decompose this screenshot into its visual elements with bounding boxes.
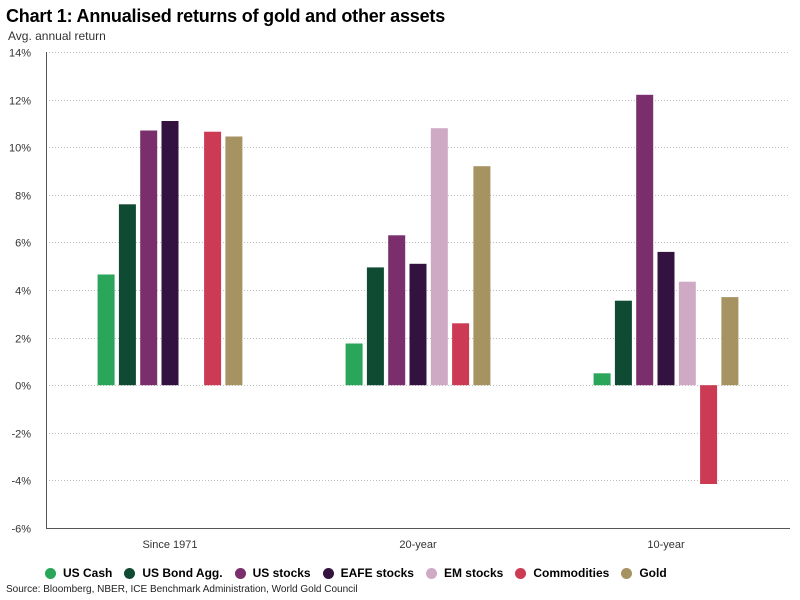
- legend-swatch: [515, 567, 527, 579]
- bar: [118, 204, 136, 386]
- y-tick-label: 14%: [9, 48, 31, 60]
- legend-swatch: [621, 567, 633, 579]
- y-tick-label: 0%: [15, 381, 31, 393]
- bar: [366, 267, 384, 386]
- legend-item: Commodities: [515, 566, 609, 580]
- legend-swatch: [322, 567, 334, 579]
- y-tick-label: -6%: [11, 524, 31, 536]
- legend-item: US stocks: [234, 566, 311, 580]
- x-tick-label: Since 1971: [142, 539, 197, 551]
- bar: [161, 121, 179, 386]
- axes: [46, 52, 790, 529]
- y-tick-label: 6%: [15, 238, 31, 250]
- legend-label: EAFE stocks: [340, 566, 414, 580]
- legend-item: US Cash: [45, 566, 112, 580]
- legend: US Cash US Bond Agg. US stocks EAFE stocks E…: [45, 566, 679, 580]
- y-tick-label: 4%: [15, 286, 31, 298]
- bar: [452, 323, 470, 386]
- y-tick-label: 8%: [15, 191, 31, 203]
- legend-label: US stocks: [252, 566, 311, 580]
- y-tick-label: -2%: [11, 429, 31, 441]
- legend-label: US Cash: [63, 566, 113, 580]
- y-axis-label: Avg. annual return: [8, 29, 106, 43]
- bar: [614, 300, 632, 386]
- bar: [721, 297, 739, 386]
- x-tick-label: 20-year: [399, 539, 437, 551]
- y-tick-label: 2%: [15, 334, 31, 346]
- y-tick-label: 12%: [9, 96, 31, 108]
- legend-label: US Bond Agg.: [142, 566, 223, 580]
- legend-swatch: [234, 567, 246, 579]
- legend-item: Gold: [621, 566, 667, 580]
- legend-label: EM stocks: [443, 566, 504, 580]
- bar: [97, 274, 115, 386]
- y-tick-label: 10%: [9, 143, 31, 155]
- chart-title: Chart 1: Annualised returns of gold and …: [6, 6, 446, 26]
- source-note: Source: Bloomberg, NBER, ICE Benchmark A…: [6, 584, 358, 595]
- legend-label: Commodities: [533, 566, 610, 580]
- bar: [430, 128, 448, 386]
- bars: [97, 94, 739, 484]
- legend-label: Gold: [639, 566, 667, 580]
- bar: [678, 281, 696, 386]
- x-tick-label: 10-year: [647, 539, 685, 551]
- legend-item: US Bond Agg.: [124, 566, 223, 580]
- bar: [388, 235, 406, 386]
- bar: [700, 385, 718, 484]
- bar: [140, 130, 158, 386]
- tick-labels: -6% -4% -2% 0% 2% 4% 6% 8% 10% 12% 14% Since 1971 20…: [9, 48, 685, 552]
- bar: [409, 263, 427, 386]
- bar: [473, 166, 491, 386]
- bar: [345, 343, 363, 386]
- bar: [204, 131, 222, 386]
- y-tick-label: -4%: [11, 476, 31, 488]
- legend-swatch: [425, 567, 437, 579]
- legend-swatch: [45, 567, 56, 579]
- legend-swatch: [124, 567, 136, 579]
- bar: [225, 136, 243, 386]
- legend-item: EAFE stocks: [322, 566, 414, 580]
- bar: [593, 373, 611, 386]
- legend-item: EM stocks: [425, 566, 504, 580]
- bar: [636, 94, 654, 386]
- bar: [657, 251, 675, 386]
